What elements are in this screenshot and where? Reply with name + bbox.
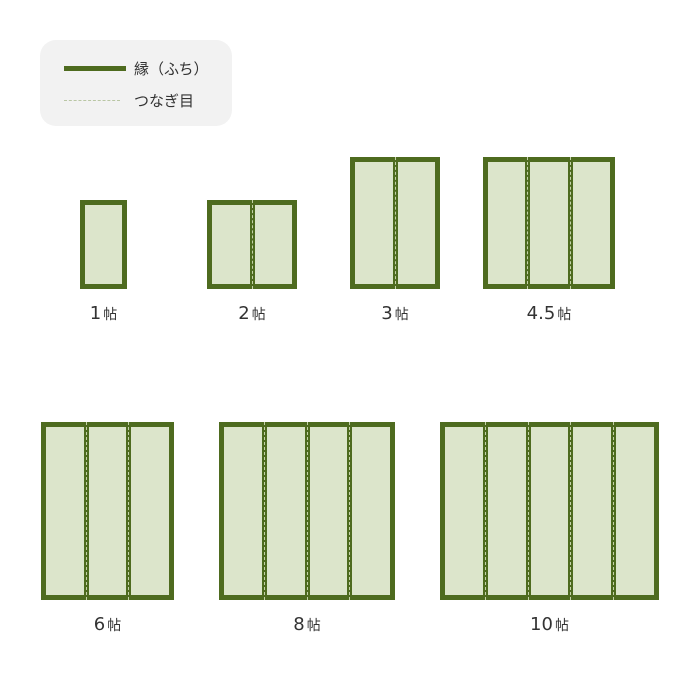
tatami-mat bbox=[488, 162, 526, 284]
seam-line bbox=[527, 157, 529, 289]
size-unit: 帖 bbox=[554, 618, 569, 634]
size-value: 4.5 bbox=[526, 303, 556, 324]
tatami-mat bbox=[254, 205, 292, 284]
tatami-layout-10 bbox=[440, 422, 659, 600]
seam-line bbox=[263, 422, 265, 600]
tatami-mat bbox=[88, 427, 127, 595]
tatami-mat bbox=[131, 427, 170, 595]
size-label: 4.5 帖 bbox=[527, 303, 572, 324]
seam-line bbox=[85, 422, 87, 600]
size-value: 2 bbox=[238, 303, 250, 324]
tatami-mat bbox=[487, 427, 526, 595]
legend-seam-row: つなぎ目 bbox=[64, 90, 194, 111]
seam-line bbox=[570, 422, 572, 600]
tatami-mat bbox=[573, 427, 612, 595]
tatami-layout-4.5 bbox=[483, 157, 615, 289]
tatami-mat bbox=[352, 427, 390, 595]
legend-border-label: 縁（ふち） bbox=[134, 60, 209, 78]
tatami-mat bbox=[530, 427, 569, 595]
size-unit: 帖 bbox=[394, 307, 409, 323]
seam-line bbox=[251, 200, 253, 289]
border-line-swatch bbox=[64, 66, 126, 71]
legend-seam-label: つなぎ目 bbox=[134, 92, 195, 110]
seam-line bbox=[306, 422, 308, 600]
tatami-layout-6 bbox=[41, 422, 174, 600]
seam-line bbox=[484, 422, 486, 600]
tatami-mat bbox=[397, 162, 435, 284]
size-value: 3 bbox=[381, 303, 393, 324]
size-value: 6 bbox=[93, 614, 106, 635]
tatami-mat bbox=[309, 427, 348, 595]
tatami-mat bbox=[46, 427, 84, 595]
tatami-mat bbox=[572, 162, 610, 284]
size-unit: 帖 bbox=[557, 307, 572, 323]
seam-line bbox=[569, 157, 571, 289]
size-value: 8 bbox=[293, 614, 305, 635]
size-unit: 帖 bbox=[306, 618, 321, 634]
tatami-mat bbox=[616, 427, 654, 595]
size-value: 10 bbox=[530, 614, 553, 635]
tatami-mat bbox=[224, 427, 262, 595]
legend: 縁（ふち） つなぎ目 bbox=[40, 40, 232, 126]
tatami-mat bbox=[355, 162, 393, 284]
tatami-mat bbox=[445, 427, 483, 595]
tatami-mat bbox=[85, 205, 122, 284]
tatami-mat bbox=[212, 205, 250, 284]
size-unit: 帖 bbox=[103, 307, 118, 323]
size-value: 1 bbox=[89, 303, 102, 324]
seam-line-swatch bbox=[64, 100, 120, 101]
seam-line bbox=[527, 422, 529, 600]
size-unit: 帖 bbox=[251, 307, 266, 323]
tatami-mat bbox=[266, 427, 305, 595]
seam-line bbox=[128, 422, 130, 600]
seam-line bbox=[349, 422, 351, 600]
size-label: 10 帖 bbox=[530, 614, 569, 635]
seam-line bbox=[394, 157, 396, 289]
seam-line bbox=[613, 422, 615, 600]
legend-border-row: 縁（ふち） bbox=[64, 58, 209, 79]
size-unit: 帖 bbox=[107, 618, 122, 634]
tatami-mat bbox=[530, 162, 568, 284]
tatami-layout-1 bbox=[80, 200, 127, 289]
